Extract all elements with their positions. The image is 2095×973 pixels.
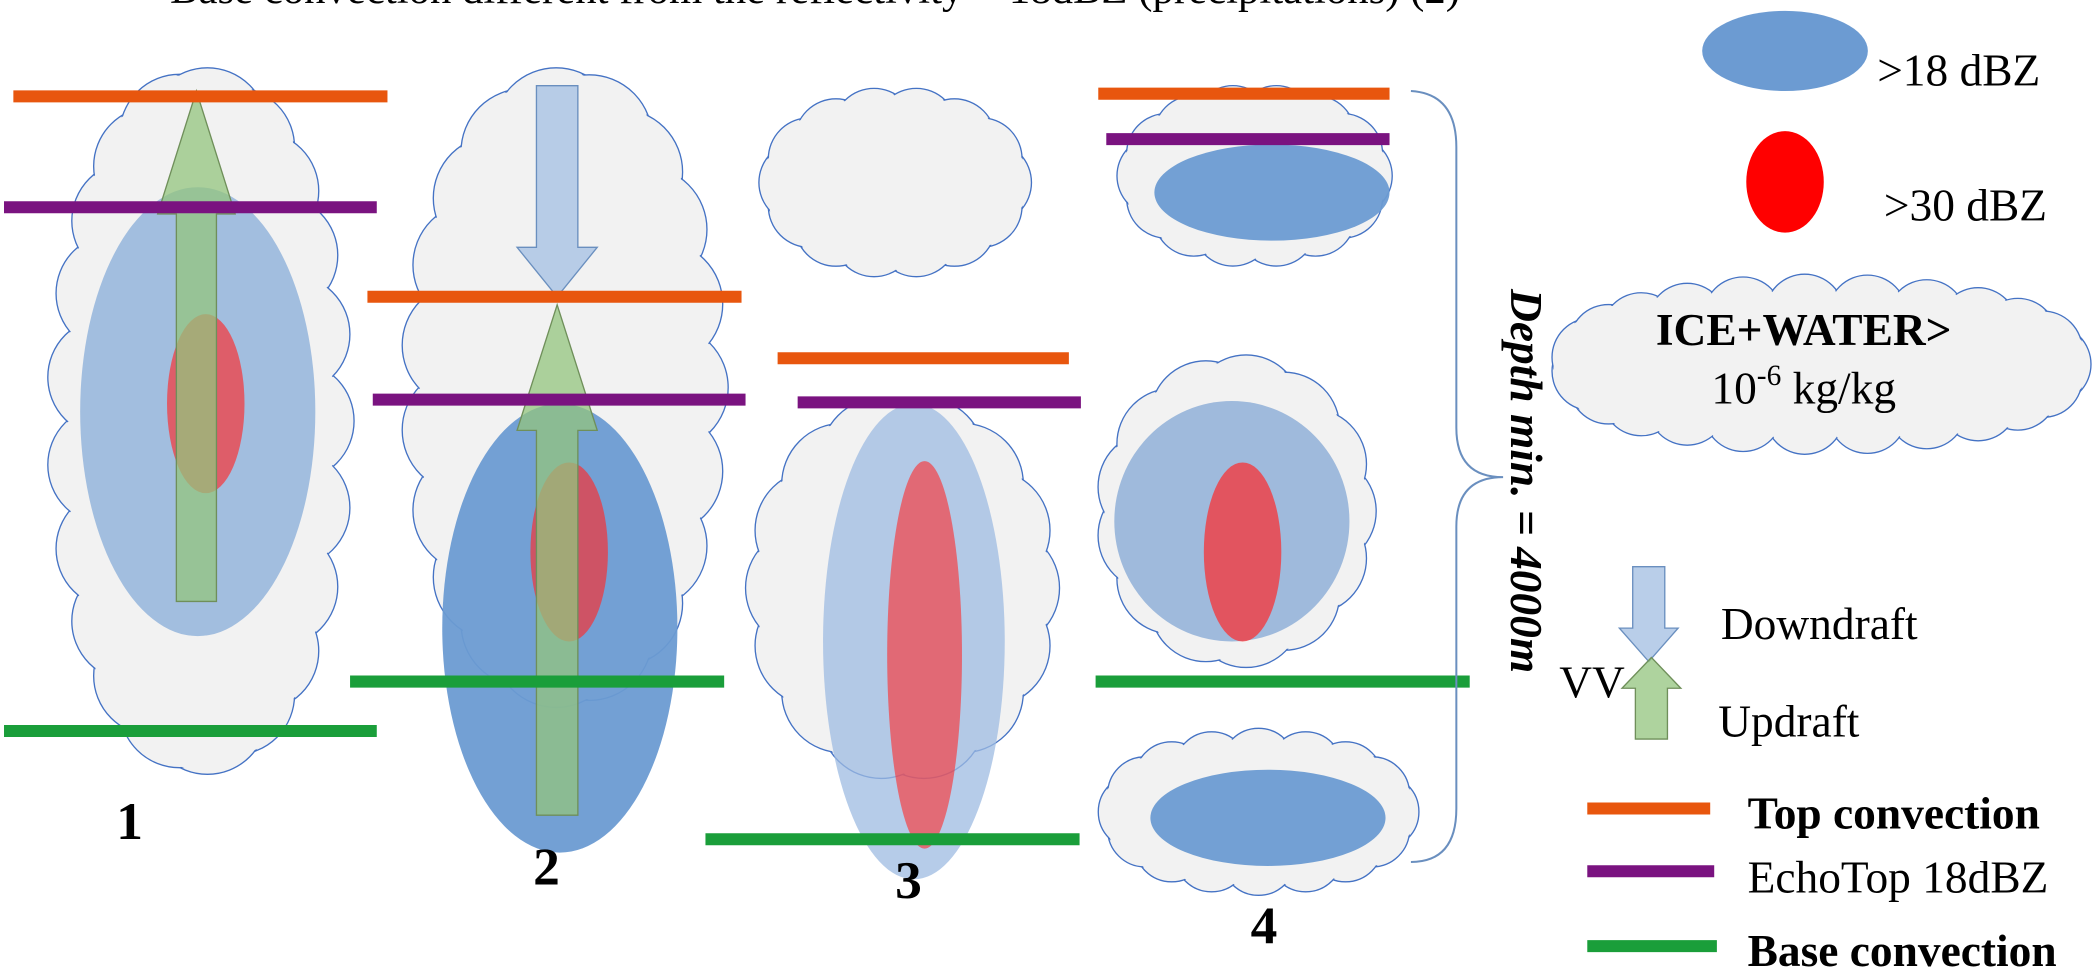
legend-label: ICE+WATER> <box>1656 305 1952 355</box>
cloud <box>759 88 1032 276</box>
panel-label: 2 <box>533 837 560 897</box>
legend-label: >18 dBZ <box>1877 46 2040 96</box>
panel-label: 1 <box>116 791 143 851</box>
ellipse <box>1746 131 1823 233</box>
depth-label: Depth min. = 4000m <box>1501 288 1551 673</box>
updraft-arrow <box>1622 658 1681 740</box>
diagram: Base convection different from the refle… <box>0 0 2095 973</box>
legend-label: 10 <box>1711 364 1756 414</box>
panel-label: 4 <box>1251 895 1278 955</box>
legend-label: >30 dBZ <box>1884 181 2047 231</box>
ellipse <box>1154 144 1389 240</box>
ellipse <box>1702 11 1868 91</box>
legend-label: EchoTop 18dBZ <box>1748 853 2049 903</box>
cloud-fill <box>800 128 990 237</box>
brace <box>1411 91 1503 862</box>
ellipse <box>1150 770 1385 866</box>
legend-label: Updraft <box>1718 696 1860 746</box>
legend-label: Base convection <box>1748 926 2057 973</box>
title: Base convection different from the refle… <box>170 0 1460 13</box>
ellipse <box>1204 462 1281 641</box>
legend-label: VV <box>1559 658 1625 708</box>
legend-label: 10-6 kg/kg <box>1711 360 1896 414</box>
ellipse <box>887 461 962 848</box>
legend-label: Downdraft <box>1721 599 1918 649</box>
page: {"title":"Base convection different from… <box>0 0 2095 973</box>
downdraft-arrow <box>1619 567 1678 662</box>
legend-label: -6 <box>1757 360 1781 392</box>
legend-label: kg/kg <box>1781 364 1896 414</box>
panel-label: 3 <box>895 850 922 910</box>
legend-label: Top convection <box>1748 789 2040 839</box>
